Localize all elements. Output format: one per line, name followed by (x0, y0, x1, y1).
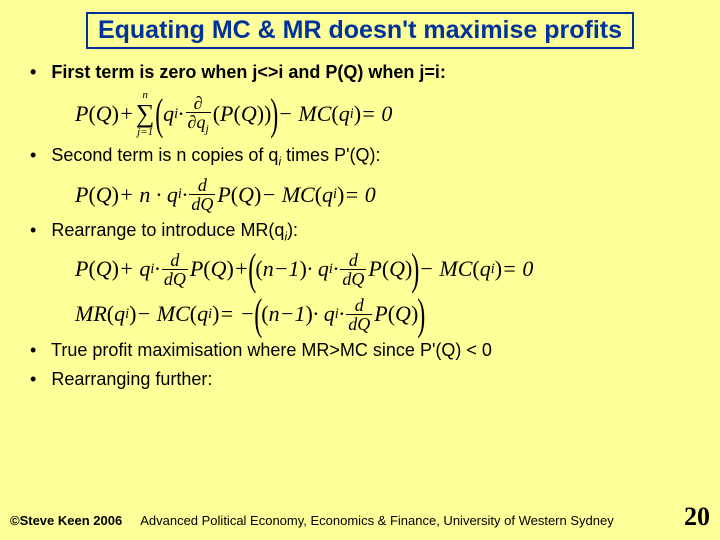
bullet-5: Rearranging further: (30, 368, 700, 391)
bullet-1-text: First term is zero when j<>i and P(Q) wh… (51, 62, 446, 82)
title-box: Equating MC & MR doesn't maximise profit… (86, 12, 634, 49)
footer: ©Steve Keen 2006 Advanced Political Econ… (10, 502, 710, 532)
bullet-4: True profit maximisation where MR>MC sin… (30, 339, 700, 362)
bullet-3-tail: ): (287, 220, 298, 240)
copyright-text: ©Steve Keen 2006 (10, 513, 122, 528)
bullet-1: First term is zero when j<>i and P(Q) wh… (30, 61, 700, 84)
bullet-2-text: Second term is n copies of q (51, 145, 278, 165)
bullet-4-text: True profit maximisation where MR>MC sin… (51, 340, 492, 360)
page-number: 20 (684, 502, 710, 532)
bullet-2: Second term is n copies of qi times P'(Q… (30, 144, 700, 170)
affiliation-text: Advanced Political Economy, Economics & … (140, 513, 684, 528)
slide-title: Equating MC & MR doesn't maximise profit… (98, 16, 622, 45)
bullet-2-tail: times P'(Q): (281, 145, 380, 165)
bullet-3-text: Rearrange to introduce MR(q (51, 220, 284, 240)
bullet-3: Rearrange to introduce MR(qi): (30, 219, 700, 245)
equation-2: P(Q) + n · qi · ddQ P(Q) − MC(qi) = 0 (75, 176, 700, 213)
equation-3: P(Q) + qi · ddQ P(Q) + ( (n−1) · qi · dd… (75, 251, 700, 288)
bullet-5-text: Rearranging further: (51, 369, 212, 389)
equation-4: MR(qi) − MC(qi) = − ( (n−1) · qi · ddQ P… (75, 296, 700, 333)
equation-1: P(Q) + n ∑ j=1 ( qi · ∂∂qj (P(Q)) ) − MC… (75, 90, 700, 138)
